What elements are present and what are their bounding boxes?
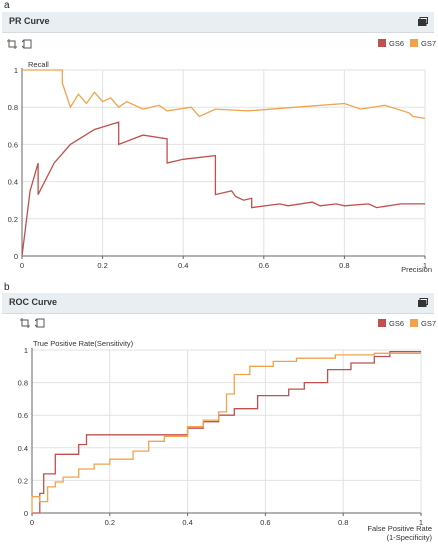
legend-swatch-gs6 <box>378 319 386 327</box>
zoom-reset-icon[interactable] <box>22 39 32 49</box>
zoom-reset-icon[interactable] <box>35 318 45 328</box>
legend-label-gs6: GS6 <box>389 319 404 328</box>
window-restore-icon[interactable] <box>418 17 428 26</box>
y-tick-label: 0.4 <box>8 178 18 187</box>
legend-swatch-gs6 <box>378 39 386 47</box>
x-tick-label: 0.2 <box>97 261 107 270</box>
x-tick-label: 0.2 <box>105 518 115 527</box>
legend-label-gs6: GS6 <box>389 39 404 48</box>
y-axis-label: True Positive Rate(Sensitivity) <box>33 339 134 348</box>
x-tick-label: 1 <box>423 261 427 270</box>
x-tick-label: 1 <box>419 518 423 527</box>
x-axis-label: False Positive Rate (1-Specificity) <box>367 524 432 542</box>
y-axis-label: Recall <box>28 60 49 69</box>
y-tick-label: 0.6 <box>8 140 18 149</box>
x-axis-label: Precision <box>401 265 432 274</box>
roc-curve-header: ROC Curve <box>2 293 434 314</box>
pr-curve-title: PR Curve <box>9 16 50 26</box>
roc-curve-title: ROC Curve <box>9 297 58 307</box>
y-tick-label: 0.8 <box>8 103 18 112</box>
pr-curve-chart: 0 0.2 0.4 0.6 0.8 1 0 0.2 0.4 0.6 0.8 1 Recall Precis… <box>8 39 436 274</box>
x-tick-label: 0 <box>30 518 34 527</box>
y-tick-label: 0 <box>24 509 28 518</box>
panel-b-letter: b <box>4 282 10 293</box>
series-line-gs6 <box>21 121 425 257</box>
y-tick-label: 0 <box>14 252 18 261</box>
series-line-gs7 <box>22 69 426 120</box>
x-tick-label: 0 <box>20 261 24 270</box>
y-tick-label: 0.4 <box>18 444 28 453</box>
x-tick-label: 0.8 <box>339 261 349 270</box>
legend-swatch-gs7 <box>410 319 418 327</box>
y-tick-label: 0.2 <box>8 215 18 224</box>
x-tick-label: 0.8 <box>338 518 348 527</box>
legend-label-gs7: GS7 <box>421 319 436 328</box>
series-line-gs6 <box>32 350 421 514</box>
series-line-gs7 <box>31 352 421 513</box>
zoom-select-icon[interactable] <box>20 318 30 328</box>
panel-a-letter: a <box>4 0 10 11</box>
x-tick-label: 0.6 <box>260 518 270 527</box>
y-tick-label: 0.6 <box>18 411 28 420</box>
pr-curve-header: PR Curve <box>2 12 434 33</box>
y-tick-label: 0.2 <box>18 476 28 485</box>
roc-curve-chart: 0 0.2 0.4 0.6 0.8 1 0 0.2 0.4 0.6 0.8 1 True Positiv… <box>18 319 436 542</box>
legend-label-gs7: GS7 <box>421 39 436 48</box>
x-tick-label: 0.4 <box>178 261 188 270</box>
y-tick-label: 1 <box>24 346 28 355</box>
x-tick-label: 0.6 <box>259 261 269 270</box>
x-tick-label: 0.4 <box>182 518 192 527</box>
y-tick-label: 1 <box>14 66 18 75</box>
window-restore-icon[interactable] <box>418 298 428 307</box>
zoom-select-icon[interactable] <box>7 39 17 49</box>
legend-swatch-gs7 <box>410 39 418 47</box>
y-tick-label: 0.8 <box>18 379 28 388</box>
